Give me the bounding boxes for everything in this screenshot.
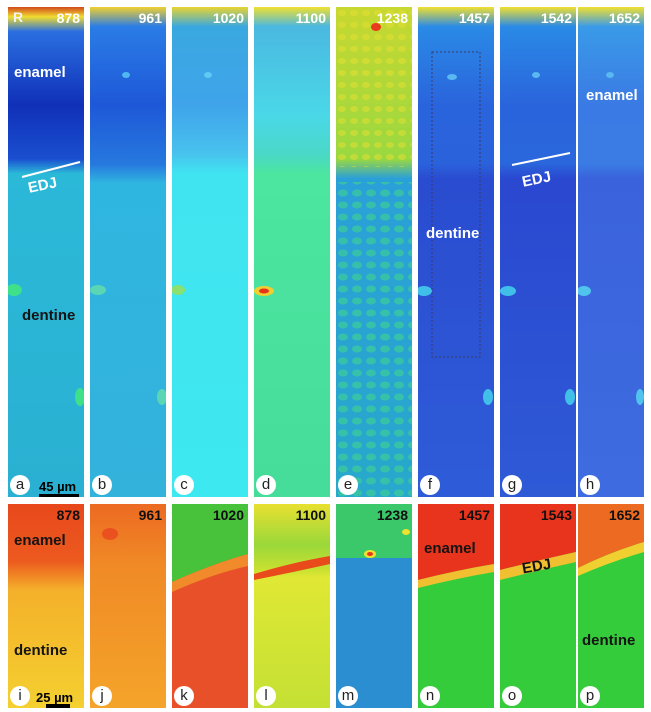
panel-n: 1457 enamel n	[418, 504, 494, 708]
panel-letter: p	[580, 686, 600, 706]
wavenumber-label: 1238	[376, 507, 408, 523]
wavenumber-label: 1457	[458, 10, 490, 26]
corner-mark: R	[13, 9, 24, 25]
wavenumber-label: 1020	[212, 507, 244, 523]
scale-bar	[39, 494, 79, 497]
dentine-label: dentine	[14, 642, 68, 659]
panel-letter: h	[580, 475, 600, 495]
panel-b-map	[90, 7, 166, 497]
panel-letter: k	[174, 686, 194, 706]
panel-p: 1652 dentine p	[578, 504, 644, 708]
panel-o-map	[500, 504, 576, 708]
panel-c: 1020 c	[172, 7, 248, 497]
panel-letter: g	[502, 475, 522, 495]
scale-label: 25 µm	[36, 690, 74, 705]
panel-c-map	[172, 7, 248, 497]
panel-d-map	[254, 7, 330, 497]
panel-letter: a	[10, 475, 30, 495]
panel-i: 878 enamel dentine 25 µm i	[8, 504, 84, 708]
scale-label: 45 µm	[39, 479, 77, 494]
panel-letter: o	[502, 686, 522, 706]
panel-e-map	[336, 7, 412, 497]
wavenumber-label: 1652	[608, 10, 640, 26]
enamel-label: enamel	[424, 540, 476, 557]
enamel-label: enamel	[14, 64, 66, 81]
panel-letter: d	[256, 475, 276, 495]
panel-letter: m	[338, 686, 358, 706]
wavenumber-label: 961	[138, 507, 162, 523]
wavenumber-label: 878	[56, 507, 80, 523]
panel-o: 1543 EDJ o	[500, 504, 576, 708]
panel-p-map	[578, 504, 644, 708]
panel-j: 961 j	[90, 504, 166, 708]
enamel-label: enamel	[14, 532, 66, 549]
panel-e: 1238 e	[336, 7, 412, 497]
panel-g-map	[500, 7, 576, 497]
dentine-label: dentine	[582, 632, 636, 649]
wavenumber-label: 1542	[540, 10, 572, 26]
panel-letter: j	[92, 686, 112, 706]
panel-k-map	[172, 504, 248, 708]
wavenumber-label: 1543	[540, 507, 572, 523]
panel-l-map	[254, 504, 330, 708]
wavenumber-label: 1652	[608, 507, 640, 523]
panel-f-map	[418, 7, 494, 497]
wavenumber-label: 878	[56, 10, 80, 26]
panel-f: 1457 dentine f	[418, 7, 494, 497]
panel-l: 1100 l	[254, 504, 330, 708]
panel-letter: c	[174, 475, 194, 495]
wavenumber-label: 1238	[376, 10, 408, 26]
panel-i-map	[8, 504, 84, 708]
enamel-label: enamel	[586, 87, 638, 104]
panel-m-map	[336, 504, 412, 708]
panel-letter: l	[256, 686, 276, 706]
panel-a-map	[8, 7, 84, 497]
panel-a: R 878 enamel EDJ dentine 45 µm a	[8, 7, 84, 497]
panel-k: 1020 k	[172, 504, 248, 708]
dentine-label: dentine	[426, 225, 480, 242]
panel-m: 1238 m	[336, 504, 412, 708]
panel-letter: f	[420, 475, 440, 495]
wavenumber-label: 961	[138, 10, 162, 26]
wavenumber-label: 1020	[212, 10, 244, 26]
panel-letter: e	[338, 475, 358, 495]
panel-d: 1100 d	[254, 7, 330, 497]
panel-letter: i	[10, 686, 30, 706]
panel-h: 1652 enamel h	[578, 7, 644, 497]
panel-b: 961 b	[90, 7, 166, 497]
panel-n-map	[418, 504, 494, 708]
scale-bar	[46, 704, 70, 708]
wavenumber-label: 1100	[295, 10, 326, 26]
panel-j-map	[90, 504, 166, 708]
panel-letter: n	[420, 686, 440, 706]
panel-g: 1542 EDJ g	[500, 7, 576, 497]
panel-letter: b	[92, 475, 112, 495]
wavenumber-label: 1457	[458, 507, 490, 523]
wavenumber-label: 1100	[295, 507, 326, 523]
dentine-label: dentine	[22, 307, 76, 324]
panel-h-map	[578, 7, 644, 497]
